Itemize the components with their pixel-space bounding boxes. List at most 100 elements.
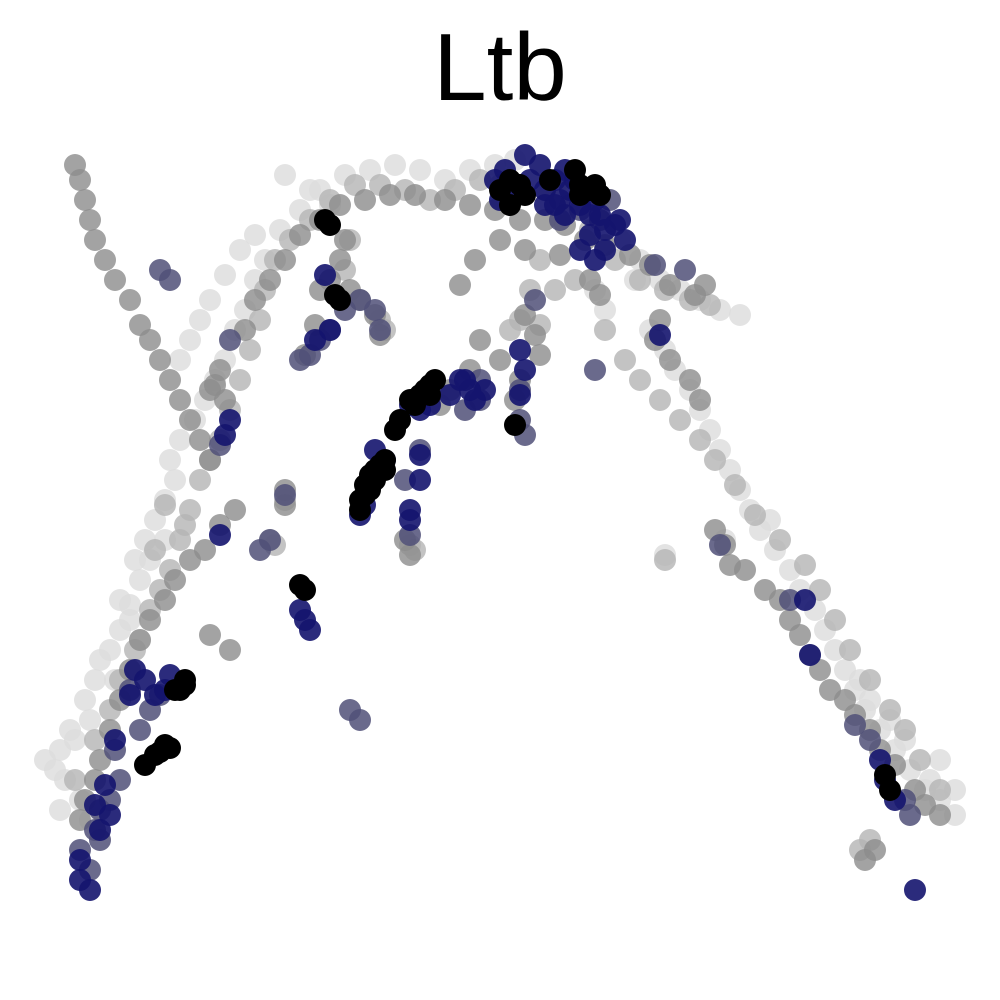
scatter-point bbox=[474, 379, 496, 401]
scatter-point bbox=[169, 349, 191, 371]
scatter-point bbox=[314, 264, 336, 286]
scatter-point bbox=[159, 737, 181, 759]
scatter-point bbox=[649, 389, 671, 411]
scatter-point bbox=[929, 804, 951, 826]
scatter-point bbox=[164, 569, 186, 591]
scatter-point bbox=[874, 764, 896, 786]
scatter-point bbox=[209, 524, 231, 546]
scatter-point bbox=[644, 254, 666, 276]
scatter-point bbox=[794, 589, 816, 611]
scatter-point bbox=[84, 669, 106, 691]
scatter-point bbox=[329, 194, 351, 216]
scatter-point bbox=[149, 349, 171, 371]
scatter-point bbox=[649, 324, 671, 346]
scatter-point bbox=[64, 729, 86, 751]
scatter-point bbox=[514, 359, 536, 381]
scatter-point bbox=[104, 729, 126, 751]
scatter-point bbox=[239, 339, 261, 361]
scatter-point bbox=[129, 719, 151, 741]
scatter-point bbox=[119, 289, 141, 311]
scatter-point bbox=[154, 589, 176, 611]
scatter-point bbox=[434, 189, 456, 211]
scatter-point bbox=[724, 474, 746, 496]
scatter-point bbox=[419, 384, 441, 406]
scatter-point bbox=[549, 244, 571, 266]
scatter-point bbox=[679, 369, 701, 391]
scatter-point bbox=[709, 534, 731, 556]
scatter-point bbox=[744, 504, 766, 526]
scatter-point bbox=[909, 749, 931, 771]
scatter-point bbox=[299, 179, 321, 201]
scatter-point bbox=[159, 369, 181, 391]
scatter-point bbox=[244, 224, 266, 246]
scatter-point bbox=[139, 609, 161, 631]
scatter-point bbox=[589, 184, 611, 206]
scatter-point bbox=[229, 239, 251, 261]
scatter-point bbox=[274, 249, 296, 271]
scatter-point bbox=[224, 499, 246, 521]
scatter-point bbox=[329, 289, 351, 311]
scatter-point bbox=[274, 484, 296, 506]
scatter-point bbox=[689, 429, 711, 451]
scatter-point bbox=[349, 709, 371, 731]
scatter-point bbox=[464, 249, 486, 271]
scatter-point bbox=[289, 224, 311, 246]
scatter-point bbox=[844, 714, 866, 736]
scatter-point bbox=[404, 184, 426, 206]
scatter-point bbox=[229, 369, 251, 391]
scatter-point bbox=[244, 289, 266, 311]
scatter-point bbox=[529, 344, 551, 366]
scatter-point bbox=[489, 349, 511, 371]
scatter-point bbox=[79, 209, 101, 231]
scatter-point bbox=[614, 349, 636, 371]
scatter-point bbox=[104, 269, 126, 291]
scatter-point bbox=[319, 214, 341, 236]
scatter-point bbox=[319, 319, 341, 341]
scatter-point bbox=[539, 169, 561, 191]
scatter-point bbox=[544, 279, 566, 301]
scatter-point bbox=[334, 229, 356, 251]
scatter-point bbox=[384, 154, 406, 176]
scatter-point bbox=[354, 189, 376, 211]
scatter-point bbox=[524, 324, 546, 346]
scatter-point bbox=[734, 559, 756, 581]
scatter-points bbox=[34, 144, 966, 901]
scatter-point bbox=[214, 389, 236, 411]
scatter-point bbox=[274, 164, 296, 186]
scatter-point bbox=[129, 629, 151, 651]
scatter-point bbox=[74, 189, 96, 211]
scatter-point bbox=[64, 154, 86, 176]
scatter-point bbox=[449, 369, 471, 391]
scatter-point bbox=[79, 709, 101, 731]
scatter-point bbox=[499, 194, 521, 216]
scatter-point bbox=[374, 459, 396, 481]
scatter-point bbox=[164, 469, 186, 491]
scatter-point bbox=[174, 674, 196, 696]
scatter-point bbox=[694, 274, 716, 296]
scatter-point bbox=[94, 249, 116, 271]
scatter-point bbox=[169, 389, 191, 411]
scatter-point bbox=[514, 239, 536, 261]
scatter-point bbox=[689, 389, 711, 411]
scatter-point bbox=[49, 799, 71, 821]
scatter-point bbox=[359, 479, 381, 501]
scatter-point bbox=[789, 624, 811, 646]
scatter-point bbox=[799, 644, 821, 666]
scatter-point bbox=[769, 529, 791, 551]
scatter-point bbox=[119, 684, 141, 706]
scatter-point bbox=[824, 609, 846, 631]
scatter-point bbox=[669, 409, 691, 431]
scatter-point bbox=[794, 554, 816, 576]
scatter-point bbox=[69, 849, 91, 871]
scatter-point bbox=[409, 444, 431, 466]
scatter-point bbox=[594, 319, 616, 341]
scatter-point bbox=[94, 774, 116, 796]
scatter-point bbox=[729, 304, 751, 326]
scatter-point bbox=[294, 579, 316, 601]
scatter-point bbox=[159, 449, 181, 471]
scatter-point bbox=[74, 689, 96, 711]
scatter-point bbox=[219, 409, 241, 431]
scatter-point bbox=[704, 449, 726, 471]
scatter-point bbox=[169, 429, 191, 451]
scatter-point bbox=[589, 284, 611, 306]
